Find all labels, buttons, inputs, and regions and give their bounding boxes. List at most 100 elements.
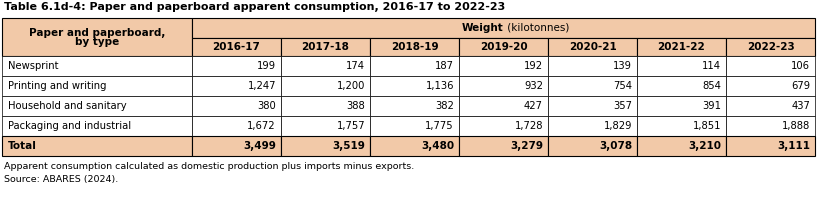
Text: 1,888: 1,888 [782,121,810,131]
Text: 382: 382 [435,101,454,111]
Bar [192,116,281,136]
Text: 3,279: 3,279 [510,141,543,151]
Text: 2020-21: 2020-21 [568,42,617,52]
Bar [726,76,815,96]
Bar [370,96,459,116]
Bar [281,38,370,56]
Bar [459,56,548,76]
Bar [281,116,370,136]
Bar [459,38,548,56]
Text: 380: 380 [257,101,276,111]
Text: 3,210: 3,210 [688,141,721,151]
Text: 187: 187 [435,61,454,71]
Bar [192,96,281,116]
Bar [192,56,281,76]
Text: 3,078: 3,078 [599,141,632,151]
Bar [281,76,370,96]
Text: Newsprint: Newsprint [8,61,58,71]
Bar [370,136,459,156]
Text: by type: by type [75,37,119,47]
Text: 2017-18: 2017-18 [301,42,350,52]
Text: 427: 427 [524,101,543,111]
Text: Source: ABARES (2024).: Source: ABARES (2024). [4,175,118,184]
Bar [726,136,815,156]
Text: 754: 754 [613,81,632,91]
Text: 1,200: 1,200 [337,81,365,91]
Bar [548,96,637,116]
Bar [459,96,548,116]
Text: 1,136: 1,136 [426,81,454,91]
Bar [281,56,370,76]
Bar [459,76,548,96]
Text: 3,499: 3,499 [243,141,276,151]
Bar [637,76,726,96]
Bar [2,116,192,136]
Text: 1,728: 1,728 [514,121,543,131]
Bar [370,56,459,76]
Text: 1,672: 1,672 [247,121,276,131]
Bar [726,116,815,136]
Text: 199: 199 [257,61,276,71]
Bar [726,38,815,56]
Text: 3,519: 3,519 [333,141,365,151]
Bar [548,116,637,136]
Bar [726,96,815,116]
Text: 1,775: 1,775 [425,121,454,131]
Text: Printing and writing: Printing and writing [8,81,106,91]
Bar [459,116,548,136]
Text: Total: Total [8,141,37,151]
Text: 1,851: 1,851 [693,121,721,131]
Bar [2,96,192,116]
Bar [637,38,726,56]
Bar [548,56,637,76]
Text: Paper and paperboard,: Paper and paperboard, [29,28,165,38]
Bar [548,38,637,56]
Text: 139: 139 [613,61,632,71]
Bar [548,76,637,96]
Text: Household and sanitary: Household and sanitary [8,101,127,111]
Text: 192: 192 [524,61,543,71]
Text: 391: 391 [702,101,721,111]
Bar [281,136,370,156]
Text: (kilotonnes): (kilotonnes) [504,23,569,33]
Bar [370,116,459,136]
Text: 854: 854 [702,81,721,91]
Bar [2,76,192,96]
Bar [192,76,281,96]
Bar [370,76,459,96]
Text: Packaging and industrial: Packaging and industrial [8,121,131,131]
Text: 388: 388 [346,101,365,111]
Bar [192,136,281,156]
Text: 2021-22: 2021-22 [658,42,705,52]
Bar [726,56,815,76]
Text: 2022-23: 2022-23 [747,42,794,52]
Text: 932: 932 [524,81,543,91]
Text: 3,111: 3,111 [777,141,810,151]
Bar [281,96,370,116]
Text: 1,829: 1,829 [604,121,632,131]
Text: 357: 357 [613,101,632,111]
Bar [2,56,192,76]
Text: 2018-19: 2018-19 [391,42,438,52]
Text: 1,247: 1,247 [247,81,276,91]
Text: 679: 679 [791,81,810,91]
Text: 3,480: 3,480 [421,141,454,151]
Bar [192,18,815,38]
Bar [548,136,637,156]
Text: Apparent consumption calculated as domestic production plus imports minus export: Apparent consumption calculated as domes… [4,162,414,171]
Bar [637,136,726,156]
Text: 2019-20: 2019-20 [480,42,527,52]
Text: 1,757: 1,757 [337,121,365,131]
Text: 2016-17: 2016-17 [213,42,260,52]
Text: 114: 114 [702,61,721,71]
Bar [192,38,281,56]
Bar [459,136,548,156]
Text: Weight: Weight [462,23,504,33]
Bar [370,38,459,56]
Text: 106: 106 [791,61,810,71]
Bar [637,56,726,76]
Bar [2,136,192,156]
Text: 174: 174 [346,61,365,71]
Text: Table 6.1d-4: Paper and paperboard apparent consumption, 2016-17 to 2022-23: Table 6.1d-4: Paper and paperboard appar… [4,2,505,12]
Bar [637,96,726,116]
